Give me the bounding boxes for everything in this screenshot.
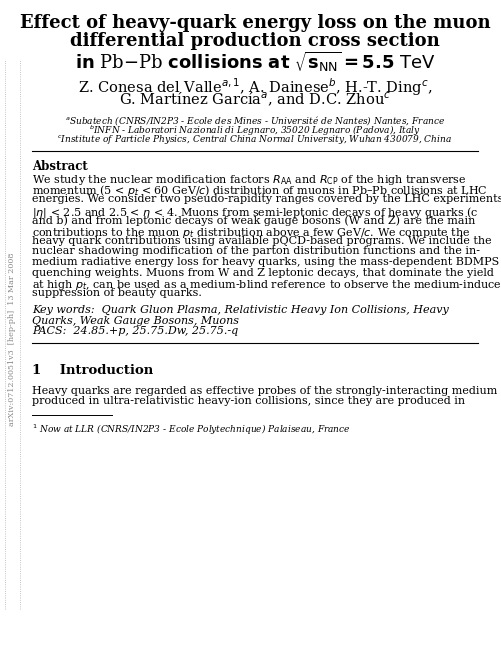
Text: and b) and from leptonic decays of weak gauge bosons (W and Z) are the main: and b) and from leptonic decays of weak …: [32, 215, 474, 226]
Text: G. Martínez García$^{a}$, and D.C. Zhou$^{c}$: G. Martínez García$^{a}$, and D.C. Zhou$…: [119, 91, 390, 109]
Text: $\bf{in}$ Pb$-$Pb $\bf{collisions\ at}\ \sqrt{s_{\rm{NN}}} = 5.5\ \rm{TeV}$: $\bf{in}$ Pb$-$Pb $\bf{collisions\ at}\ …: [75, 50, 434, 74]
Text: quenching weights. Muons from W and Z leptonic decays, that dominate the yield: quenching weights. Muons from W and Z le…: [32, 267, 493, 278]
Text: PACS:  24.85.+p, 25.75.Dw, 25.75.-q: PACS: 24.85.+p, 25.75.Dw, 25.75.-q: [32, 326, 238, 336]
Text: Z. Conesa del Valle$^{a,1}$, A. Dainese$^{b}$, H.-T. Ding$^{c}$,: Z. Conesa del Valle$^{a,1}$, A. Dainese$…: [78, 76, 431, 98]
Text: $^{a}$Subatech (CNRS/IN2P3 - Ecole des Mines - Université de Nantes) Nantes, Fra: $^{a}$Subatech (CNRS/IN2P3 - Ecole des M…: [65, 114, 444, 127]
Text: contributions to the muon $p_t$ distribution above a few GeV/$c$. We compute the: contributions to the muon $p_t$ distribu…: [32, 225, 469, 239]
Text: Quarks, Weak Gauge Bosons, Muons: Quarks, Weak Gauge Bosons, Muons: [32, 315, 238, 326]
Text: produced in ultra-relativistic heavy-ion collisions, since they are produced in: produced in ultra-relativistic heavy-ion…: [32, 397, 464, 406]
Text: Effect of heavy-quark energy loss on the muon: Effect of heavy-quark energy loss on the…: [20, 14, 489, 32]
Text: energies. We consider two pseudo-rapidity ranges covered by the LHC experiments:: energies. We consider two pseudo-rapidit…: [32, 194, 501, 204]
Text: suppression of beauty quarks.: suppression of beauty quarks.: [32, 289, 201, 299]
Text: momentum (5 < $p_t$ < 60 GeV/$c$) distribution of muons in Pb–Pb collisions at L: momentum (5 < $p_t$ < 60 GeV/$c$) distri…: [32, 184, 486, 199]
Text: Key words:  Quark Gluon Plasma, Relativistic Heavy Ion Collisions, Heavy: Key words: Quark Gluon Plasma, Relativis…: [32, 305, 448, 315]
Text: nuclear shadowing modification of the parton distribution functions and the in-: nuclear shadowing modification of the pa…: [32, 247, 479, 256]
Text: Abstract: Abstract: [32, 160, 88, 173]
Text: $^{c}$Institute of Particle Physics, Central China Normal University, Wuhan 4300: $^{c}$Institute of Particle Physics, Cen…: [57, 133, 451, 146]
Text: $^{1}$ Now at LLR (CNRS/IN2P3 - Ecole Polytechnique) Palaiseau, France: $^{1}$ Now at LLR (CNRS/IN2P3 - Ecole Po…: [32, 423, 350, 437]
Text: $^{b}$INFN - Laboratori Nazionali di Legnaro, 35020 Legnaro (Padova), Italy: $^{b}$INFN - Laboratori Nazionali di Leg…: [89, 123, 420, 138]
Text: at high $p_t$, can be used as a medium-blind reference to observe the medium-ind: at high $p_t$, can be used as a medium-b…: [32, 278, 501, 292]
Text: differential production cross section: differential production cross section: [70, 32, 439, 50]
Text: medium radiative energy loss for heavy quarks, using the mass-dependent BDMPS: medium radiative energy loss for heavy q…: [32, 257, 498, 267]
Text: heavy quark contributions using available pQCD-based programs. We include the: heavy quark contributions using availabl…: [32, 236, 490, 246]
Text: Heavy quarks are regarded as effective probes of the strongly-interacting medium: Heavy quarks are regarded as effective p…: [32, 386, 496, 396]
Text: arXiv:0712.0051v3  [hep-ph]  13 Mar 2008: arXiv:0712.0051v3 [hep-ph] 13 Mar 2008: [8, 252, 16, 426]
Text: We study the nuclear modification factors $R_{\rm AA}$ and $R_{\rm CP}$ of the h: We study the nuclear modification factor…: [32, 173, 465, 187]
Text: $|\eta|$ < 2.5 and 2.5 < $\eta$ < 4. Muons from semi-leptonic decays of heavy qu: $|\eta|$ < 2.5 and 2.5 < $\eta$ < 4. Muo…: [32, 204, 477, 219]
Text: 1    Introduction: 1 Introduction: [32, 365, 153, 378]
